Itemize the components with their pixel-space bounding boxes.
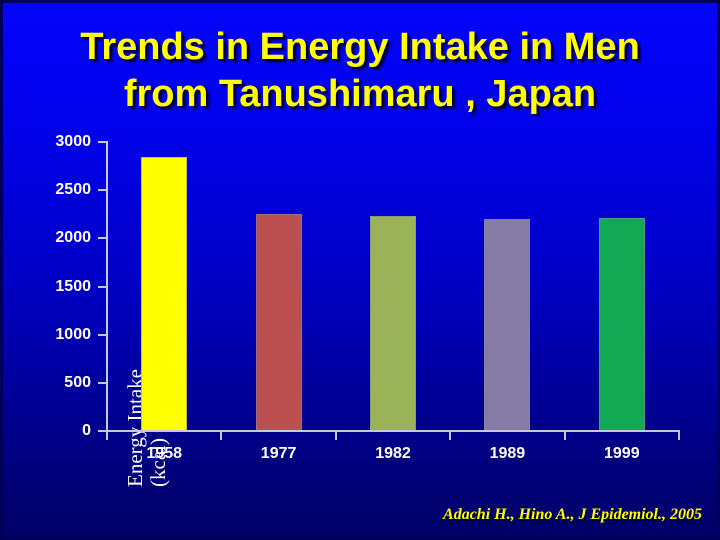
y-tick-mark (98, 141, 106, 143)
y-tick-label: 1000 (55, 325, 91, 343)
y-axis-line (106, 141, 108, 432)
y-tick-mark (98, 189, 106, 192)
bar-chart: Energy Intake (kcal) 0 500 1000 1500 2000 250… (55, 133, 680, 487)
y-tick-label: 2000 (55, 229, 91, 247)
slide-title-line1: Trends in Energy Intake in Men (80, 26, 640, 68)
slide-title: Trends in Energy Intake in Men from Tanu… (0, 24, 720, 118)
x-tick-mark (563, 432, 566, 440)
slide-title-line2: from Tanushimaru , Japan (123, 73, 597, 115)
y-tick-mark (98, 237, 106, 240)
y-tick-mark (98, 333, 106, 336)
x-tick-label: 1958 (146, 445, 182, 462)
x-tick-label: 1999 (604, 445, 640, 462)
x-tick-mark (334, 432, 337, 440)
x-tick-label: 1977 (260, 445, 297, 462)
y-tick-mark (98, 430, 106, 432)
bar-1958 (141, 157, 188, 431)
y-tick-label: 2500 (55, 181, 91, 199)
y-tick-label: 500 (64, 373, 91, 391)
x-tick-mark (678, 432, 680, 440)
y-tick-mark (98, 381, 106, 384)
y-tick-label: 1500 (55, 277, 91, 295)
y-tick-mark (98, 285, 106, 288)
x-tick-mark (220, 432, 223, 440)
x-tick-label: 1989 (489, 445, 526, 462)
citation: Adachi H., Hino A., J Epidemiol., 2005 (443, 506, 702, 523)
bar-1982 (370, 216, 416, 431)
y-tick-label: 0 (82, 422, 91, 439)
x-tick-label: 1982 (375, 445, 411, 462)
x-tick-mark (449, 432, 452, 440)
bar-1977 (255, 214, 302, 431)
bar-1999 (598, 218, 645, 431)
x-axis-line (106, 430, 680, 432)
x-tick-mark (106, 432, 108, 440)
bar-1989 (484, 219, 531, 431)
y-tick-label: 3000 (55, 133, 91, 150)
